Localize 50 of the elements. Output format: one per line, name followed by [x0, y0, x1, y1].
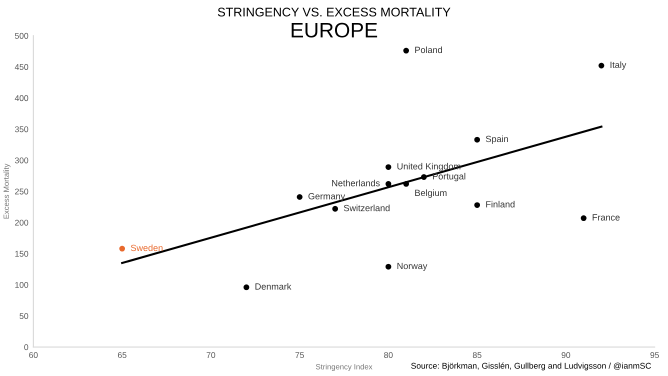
- y-tick-label: 500: [14, 32, 28, 39]
- point: [119, 246, 126, 252]
- point: [598, 62, 604, 68]
- series-label: Portugal: [432, 172, 466, 182]
- source-note: Source: Björkman, Gisslén, Gullberg and Ludvigsson / @ianmSC: [411, 362, 651, 370]
- x-tick-label: 75: [295, 352, 304, 358]
- point: [474, 136, 480, 143]
- point: [403, 181, 410, 187]
- y-tick-label: 100: [15, 282, 28, 288]
- y-tick-label: 450: [14, 64, 28, 70]
- x-tick-label: 60: [29, 352, 38, 358]
- series-label: Germany: [308, 193, 346, 202]
- y-tick-label: 50: [20, 313, 28, 320]
- point: [386, 181, 392, 187]
- series-label: Switzerland: [344, 204, 390, 212]
- point: [386, 164, 392, 170]
- point: [244, 284, 250, 290]
- y-tick-label: 150: [15, 250, 28, 257]
- point: [332, 206, 338, 212]
- series-label: Denmark: [255, 283, 292, 290]
- chart-title: STRINGENCY VS. EXCESS MORTALITY: [218, 8, 450, 17]
- x-tick-label: 80: [384, 352, 393, 358]
- x-tick-label: 65: [118, 352, 126, 358]
- x-tick-label: 90: [562, 352, 570, 358]
- point: [474, 202, 480, 208]
- series-label: Poland: [415, 46, 442, 54]
- series-label: United Kingdom: [397, 162, 460, 172]
- series-label: Norway: [397, 262, 428, 271]
- point: [386, 264, 392, 270]
- x-tick-label: 70: [206, 352, 216, 358]
- point: [421, 174, 427, 180]
- point: [580, 215, 587, 222]
- y-tick-label: 250: [15, 188, 28, 194]
- chart-subtitle: EUROPE: [292, 22, 378, 38]
- point: [296, 194, 303, 200]
- y-tick-label: 400: [14, 95, 28, 102]
- series-label: Sweden: [130, 244, 163, 252]
- series-label: France: [592, 214, 620, 221]
- x-tick-label: 95: [650, 352, 659, 358]
- y-tick-label: 350: [14, 126, 28, 132]
- series-label: Netherlands: [332, 180, 380, 186]
- series-label: Spain: [486, 135, 508, 144]
- series-label: Italy: [610, 61, 626, 70]
- point: [403, 48, 410, 54]
- series-label: Finland: [486, 200, 515, 208]
- y-tick-label: 300: [14, 157, 28, 164]
- series-label: Belgium: [415, 189, 446, 198]
- x-tick-label: 85: [472, 352, 482, 358]
- y-tick-label: 0: [24, 344, 28, 350]
- y-tick-label: 200: [15, 220, 28, 226]
